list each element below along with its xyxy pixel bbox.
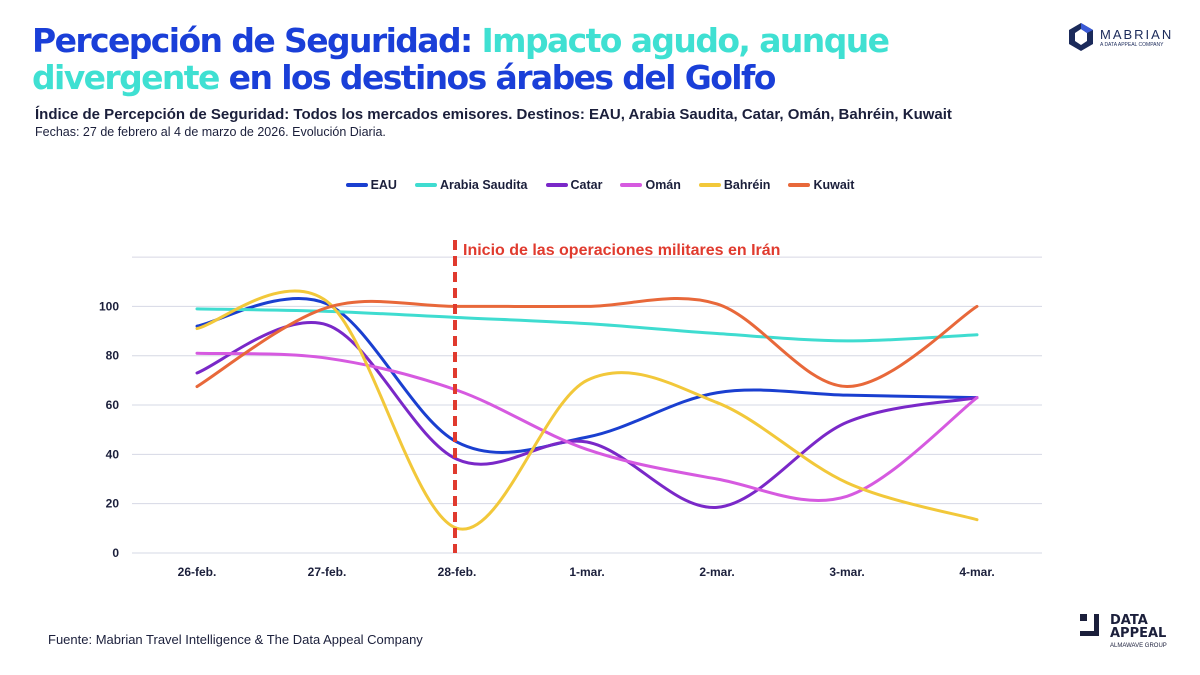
legend-item-catar: Catar — [545, 178, 603, 192]
legend-label: Omán — [645, 178, 681, 192]
data-appeal-logo: DATA APPEAL ALMAWAVE GROUP — [1080, 614, 1167, 649]
x-tick-label: 4-mar. — [959, 565, 994, 579]
mabrian-logo: MABRIAN A DATA APPEAL COMPANY — [1068, 22, 1173, 52]
chart-subtitle: Índice de Percepción de Seguridad: Todos… — [35, 106, 952, 123]
x-tick-label: 1-mar. — [569, 565, 604, 579]
legend-swatch — [620, 183, 643, 187]
series-line-omán — [195, 351, 979, 502]
series-line-eau — [195, 297, 979, 454]
legend-label: Arabia Saudita — [439, 178, 528, 192]
chart-legend: EAU Arabia Saudita Catar Omán Bahréin Ku… — [0, 178, 1200, 192]
data-appeal-tagline: ALMAWAVE GROUP — [1110, 643, 1167, 649]
x-tick-label: 27-feb. — [308, 565, 347, 579]
series-line-kuwait — [195, 297, 979, 389]
legend-label: Catar — [570, 178, 603, 192]
legend-swatch — [545, 183, 568, 187]
x-tick-label: 28-feb. — [438, 565, 477, 579]
title-part-1: Percepción de Seguridad: — [32, 21, 482, 60]
y-tick-label: 0 — [112, 546, 119, 560]
series-line-catar — [195, 321, 979, 509]
data-appeal-line1: DATA — [1110, 613, 1148, 628]
x-tick-label: 3-mar. — [829, 565, 864, 579]
legend-item-bahrein: Bahréin — [698, 178, 771, 192]
chart-dates: Fechas: 27 de febrero al 4 de marzo de 2… — [35, 125, 386, 139]
legend-label: EAU — [370, 178, 397, 192]
legend-swatch — [788, 183, 811, 187]
event-annotation: Inicio de las operaciones militares en I… — [463, 242, 780, 259]
data-appeal-mark-icon — [1080, 614, 1102, 636]
x-tick-label: 2-mar. — [699, 565, 734, 579]
legend-label: Kuwait — [813, 178, 855, 192]
legend-item-arabia-saudita: Arabia Saudita — [414, 178, 528, 192]
page-title: Percepción de Seguridad: Impacto agudo, … — [32, 22, 1032, 96]
title-part-3: en los destinos árabes del Golfo — [228, 58, 777, 97]
y-tick-label: 40 — [106, 447, 120, 461]
y-tick-label: 100 — [99, 299, 119, 313]
y-tick-label: 20 — [106, 497, 120, 511]
series-line-arabia-saudita — [195, 307, 979, 343]
mabrian-name: MABRIAN — [1100, 26, 1174, 42]
legend-swatch — [414, 183, 437, 187]
mabrian-tagline: A DATA APPEAL COMPANY — [1100, 41, 1164, 48]
data-appeal-line2: APPEAL — [1110, 626, 1167, 641]
x-tick-label: 26-feb. — [178, 565, 217, 579]
legend-item-oman: Omán — [620, 178, 681, 192]
legend-swatch — [345, 183, 368, 187]
y-tick-label: 80 — [106, 349, 120, 363]
series-line-bahréin — [195, 289, 979, 531]
legend-item-eau: EAU — [345, 178, 397, 192]
y-tick-label: 60 — [106, 398, 120, 412]
source-note: Fuente: Mabrian Travel Intelligence & Th… — [48, 632, 423, 647]
legend-item-kuwait: Kuwait — [788, 178, 854, 192]
legend-swatch — [698, 183, 721, 187]
legend-label: Bahréin — [723, 178, 771, 192]
mabrian-hexagon-icon — [1069, 23, 1093, 51]
title-part-2: Impacto agudo, aunque divergente — [32, 21, 890, 97]
